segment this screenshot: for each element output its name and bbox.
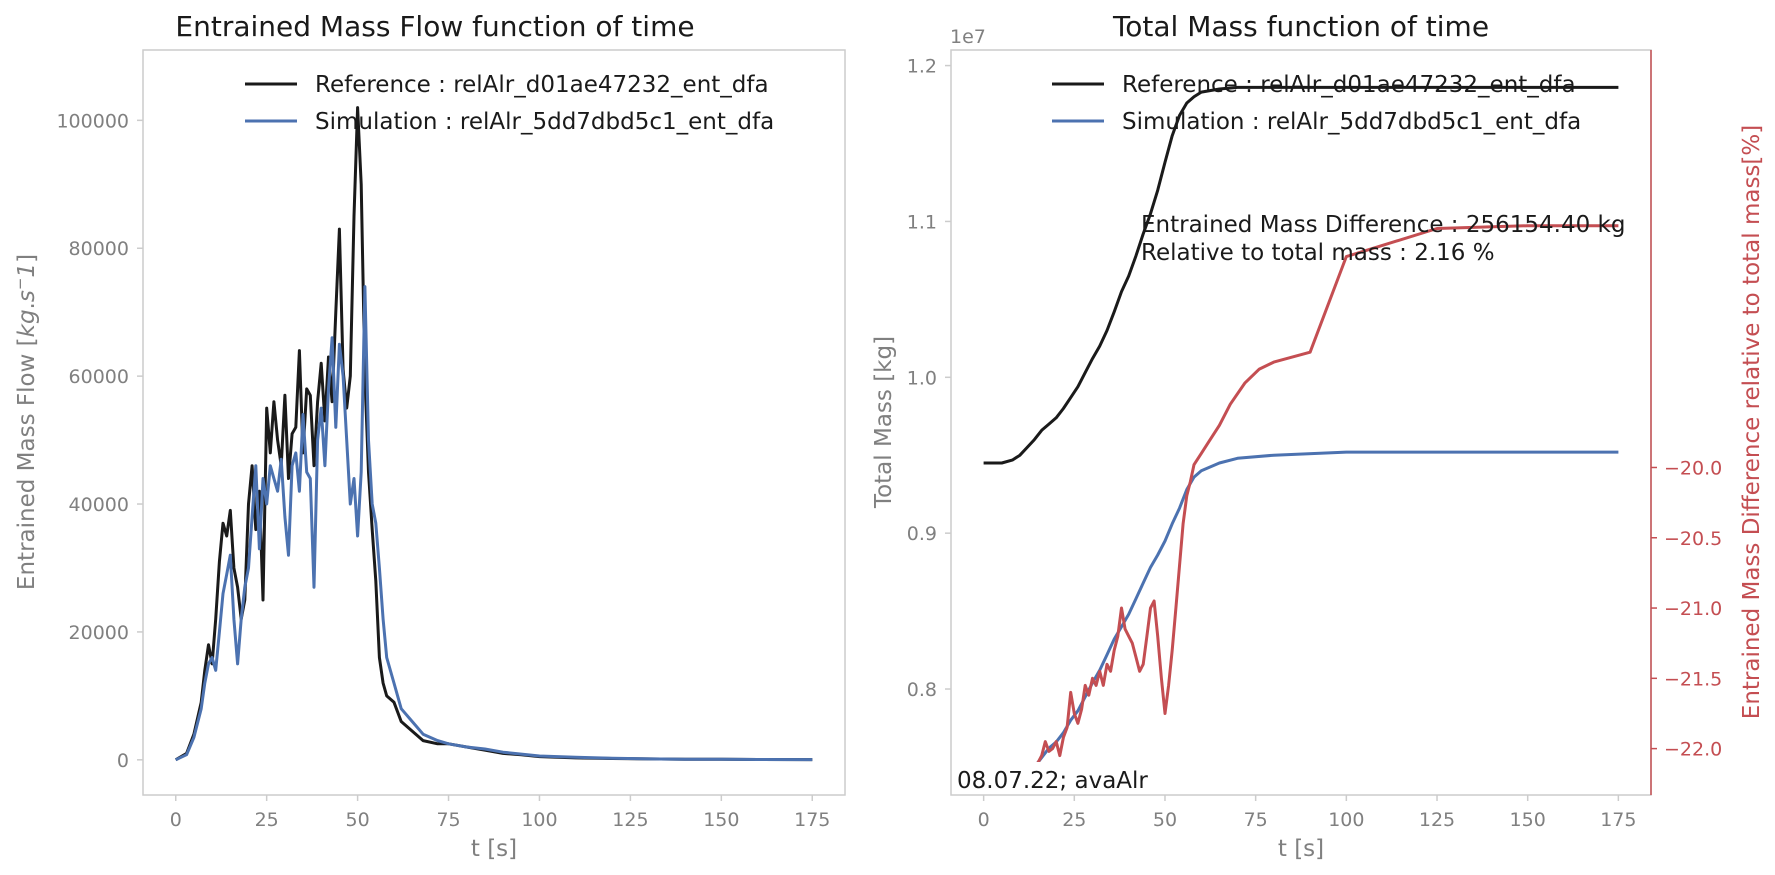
right-secondary-y-axis-label: Entrained Mass Difference relative to to… xyxy=(1739,125,1765,719)
left-x-axis-label: t [s] xyxy=(471,836,517,862)
legend-label-simulation: Simulation : relAlr_5dd7dbd5c1_ent_dfa xyxy=(315,109,774,135)
y-tick-label: 1.1 xyxy=(907,211,937,233)
right-x-axis-label: t [s] xyxy=(1278,836,1324,862)
y2-tick-label: −22.0 xyxy=(1664,739,1722,761)
left-panel: Entrained Mass Flow function of time 0 20… xyxy=(11,10,846,862)
right-y-axis-label: Total Mass [kg] xyxy=(871,336,897,509)
y2-tick-label: −20.5 xyxy=(1664,528,1722,550)
x-tick-label: 150 xyxy=(1510,809,1546,831)
x-tick-label: 0 xyxy=(978,809,990,831)
y-tick-label: 0 xyxy=(117,750,129,772)
simulation-line xyxy=(175,285,813,762)
x-tick-label: 175 xyxy=(1600,809,1636,831)
y-tick-label: 40000 xyxy=(69,494,129,516)
relative-difference-line xyxy=(983,224,1619,781)
right-legend: Reference : relAlr_d01ae47232_ent_dfa Si… xyxy=(1052,72,1581,135)
x-tick-label: 125 xyxy=(1419,809,1455,831)
x-tick-label: 100 xyxy=(1328,809,1364,831)
y-tick-label: 1.2 xyxy=(907,56,937,78)
left-y-axis-label: Entrained Mass Flow [kg.s−1] xyxy=(11,254,40,590)
x-tick-label: 175 xyxy=(794,809,830,831)
x-tick-label: 25 xyxy=(1062,809,1086,831)
right-plot-frame xyxy=(950,49,1652,796)
y2-tick-label: −20.0 xyxy=(1664,457,1722,479)
right-secondary-y-ticks: −22.0 −21.5 −21.0 −20.5 −20.0 xyxy=(1651,457,1722,761)
x-tick-label: 75 xyxy=(1244,809,1268,831)
right-series xyxy=(983,85,1619,792)
y-tick-label: 1.0 xyxy=(907,367,937,389)
y-tick-label: 20000 xyxy=(69,622,129,644)
y-tick-label: 60000 xyxy=(69,366,129,388)
annotation-line-1: Entrained Mass Difference : 256154.40 kg xyxy=(1141,212,1625,238)
y-scale-label: 1e7 xyxy=(950,26,986,48)
right-y-ticks: 0.8 0.9 1.0 1.1 1.2 xyxy=(907,56,951,701)
x-tick-label: 50 xyxy=(346,809,370,831)
x-tick-label: 75 xyxy=(436,809,460,831)
right-x-ticks: 0 25 50 75 100 125 150 175 xyxy=(978,795,1636,831)
reference-line xyxy=(174,106,813,762)
left-legend: Reference : relAlr_d01ae47232_ent_dfa Si… xyxy=(245,72,774,135)
footer-text: 08.07.22; avaAlr xyxy=(957,768,1148,794)
x-tick-label: 25 xyxy=(255,809,279,831)
reference-line xyxy=(983,85,1619,465)
y-tick-label: 0.9 xyxy=(907,523,937,545)
left-plot-frame xyxy=(142,49,846,796)
mass-difference-annotation: Entrained Mass Difference : 256154.40 kg… xyxy=(1141,212,1633,266)
legend-label-reference: Reference : relAlr_d01ae47232_ent_dfa xyxy=(1122,72,1576,98)
left-chart-title: Entrained Mass Flow function of time xyxy=(175,10,694,43)
right-chart-title: Total Mass function of time xyxy=(1112,10,1489,43)
simulation-line xyxy=(983,450,1619,792)
y-tick-label: 100000 xyxy=(56,110,129,132)
y-tick-label: 80000 xyxy=(69,238,129,260)
x-tick-label: 100 xyxy=(521,809,557,831)
y-tick-label: 0.8 xyxy=(907,679,937,701)
y2-tick-label: −21.5 xyxy=(1664,668,1722,690)
y2-tick-label: −21.0 xyxy=(1664,598,1722,620)
x-tick-label: 125 xyxy=(612,809,648,831)
legend-label-simulation: Simulation : relAlr_5dd7dbd5c1_ent_dfa xyxy=(1122,109,1581,135)
legend-label-reference: Reference : relAlr_d01ae47232_ent_dfa xyxy=(315,72,769,98)
x-tick-label: 50 xyxy=(1153,809,1177,831)
left-y-ticks: 0 20000 40000 60000 80000 100000 xyxy=(56,110,143,772)
left-series xyxy=(174,106,813,762)
x-tick-label: 0 xyxy=(170,809,182,831)
right-panel: Total Mass function of time 1e7 0.8 0.9 1.… xyxy=(871,10,1765,862)
annotation-line-2: Relative to total mass : 2.16 % xyxy=(1141,240,1495,266)
footer-text-box xyxy=(952,762,1172,794)
left-x-ticks: 0 25 50 75 100 125 150 175 xyxy=(170,795,830,831)
x-tick-label: 150 xyxy=(703,809,739,831)
